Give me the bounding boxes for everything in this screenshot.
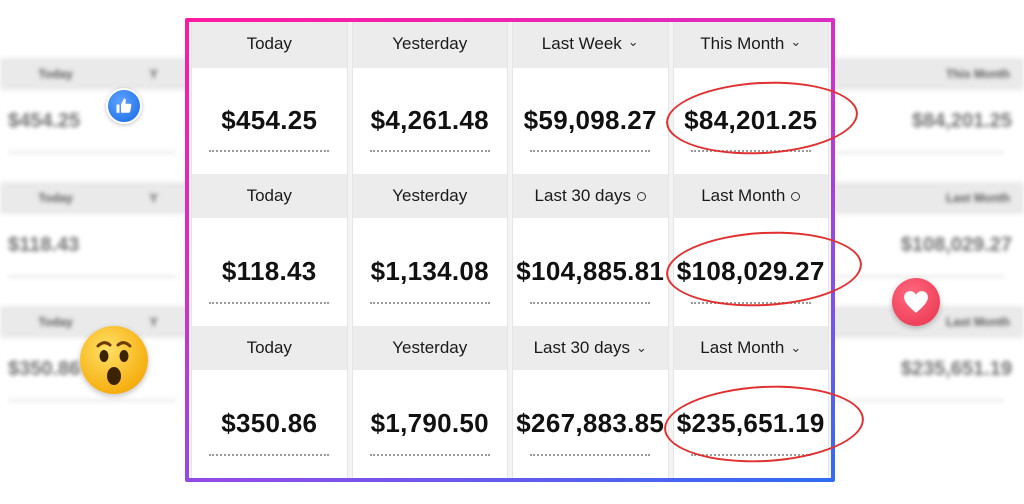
chevron-down-icon: ⌄: [790, 34, 802, 49]
heart-icon: [892, 278, 940, 326]
stat-header: Yesterday: [352, 174, 507, 218]
stat-value: $235,651.19: [676, 407, 825, 438]
stat-value: $108,029.27: [676, 255, 825, 286]
period-dropdown[interactable]: Last Month ⌄: [673, 326, 828, 370]
stat-card: Today $454.25: [191, 22, 348, 174]
stat-value: $4,261.48: [370, 104, 489, 135]
stat-card: Last Month $108,029.27: [672, 174, 829, 326]
blurred-label: Last Month: [946, 315, 1010, 329]
stat-value: $104,885.81: [516, 255, 665, 286]
blurred-value: $235,651.19: [900, 357, 1012, 380]
stat-label: Today: [246, 34, 292, 53]
period-selector[interactable]: Last 30 days: [513, 174, 668, 218]
stat-value: $1,134.08: [370, 255, 489, 286]
stat-header: Today: [192, 22, 347, 68]
blurred-label: Today: [38, 67, 73, 81]
stat-label: This Month: [700, 34, 785, 53]
blurred-label: Y: [149, 315, 158, 329]
stat-card: Last Week ⌄ $59,098.27: [512, 22, 669, 174]
blurred-block: Today Y $350.86: [0, 306, 196, 430]
stat-card: Today $118.43: [191, 174, 348, 326]
stat-value: $84,201.25: [684, 104, 818, 135]
stat-card: Last 30 days ⌄ $267,883.85: [512, 326, 669, 478]
period-dropdown[interactable]: This Month ⌄: [673, 22, 828, 68]
chevron-down-icon: ⌄: [636, 340, 647, 355]
stat-label: Last Month: [701, 186, 786, 205]
stat-card: Yesterday $1,134.08: [351, 174, 508, 326]
blurred-block: Last Month $108,029.27: [828, 182, 1024, 306]
stat-label: Today: [246, 338, 292, 357]
stat-card: Last Month ⌄ $235,651.19: [672, 326, 829, 478]
blurred-label: This Month: [946, 67, 1010, 81]
stat-label: Today: [246, 186, 292, 205]
chevron-down-icon: ⌄: [627, 34, 639, 49]
stat-label: Last Week: [541, 34, 622, 53]
blurred-label: Y: [149, 191, 158, 205]
circle-icon: [636, 191, 646, 201]
blurred-block: Last Month $235,651.19: [828, 306, 1024, 430]
period-selector[interactable]: Last Month: [673, 174, 828, 218]
blurred-value: $454.25: [8, 109, 81, 132]
blurred-value: $84,201.25: [911, 109, 1012, 132]
stat-value: $118.43: [221, 255, 317, 286]
stat-label: Last Month: [700, 338, 785, 357]
stat-header: Yesterday: [352, 326, 507, 370]
like-icon: [106, 88, 142, 124]
blurred-label: Today: [38, 315, 73, 329]
blurred-label: Last Month: [946, 191, 1010, 205]
stat-value: $454.25: [221, 104, 318, 135]
stat-header: Yesterday: [352, 22, 507, 68]
stat-value: $59,098.27: [523, 104, 657, 135]
blurred-block: This Month $84,201.25: [828, 58, 1024, 182]
stat-card: Today $350.86: [191, 326, 348, 478]
stat-value: $350.86: [221, 407, 318, 438]
blurred-background-left: Today Y $454.25 Today Y $118.43 Today Y …: [0, 58, 196, 448]
stat-header: Today: [192, 174, 347, 218]
period-dropdown[interactable]: Last Week ⌄: [513, 22, 668, 68]
period-dropdown[interactable]: Last 30 days ⌄: [513, 326, 668, 370]
stat-label: Yesterday: [392, 338, 468, 357]
stat-card: Yesterday $1,790.50: [351, 326, 508, 478]
stat-label: Yesterday: [392, 34, 468, 53]
stat-card: Last 30 days $104,885.81: [512, 174, 669, 326]
blurred-value: $350.86: [8, 357, 81, 380]
blurred-block: Today Y $454.25: [0, 58, 196, 182]
earnings-grid: Today $454.25 Yesterday $4,261.48 Last W…: [189, 22, 831, 478]
stat-label: Last 30 days: [533, 338, 630, 357]
chevron-down-icon: ⌄: [790, 340, 802, 355]
stat-value: $267,883.85: [516, 407, 665, 438]
blurred-value: $118.43: [8, 233, 80, 256]
stat-card: This Month ⌄ $84,201.25: [672, 22, 829, 174]
stat-label: Yesterday: [392, 186, 468, 205]
blurred-label: Y: [149, 67, 158, 81]
stat-label: Last 30 days: [534, 186, 631, 205]
blurred-label: Today: [38, 191, 73, 205]
stat-card: Yesterday $4,261.48: [351, 22, 508, 174]
stat-header: Today: [192, 326, 347, 370]
circle-icon: [791, 191, 801, 201]
stat-value: $1,790.50: [370, 407, 489, 438]
blurred-background-right: This Month $84,201.25 Last Month $108,02…: [828, 58, 1024, 448]
earnings-frame: Today $454.25 Yesterday $4,261.48 Last W…: [185, 18, 835, 482]
blurred-value: $108,029.27: [900, 233, 1012, 256]
wow-emoji-icon: [80, 326, 148, 394]
blurred-block: Today Y $118.43: [0, 182, 196, 306]
